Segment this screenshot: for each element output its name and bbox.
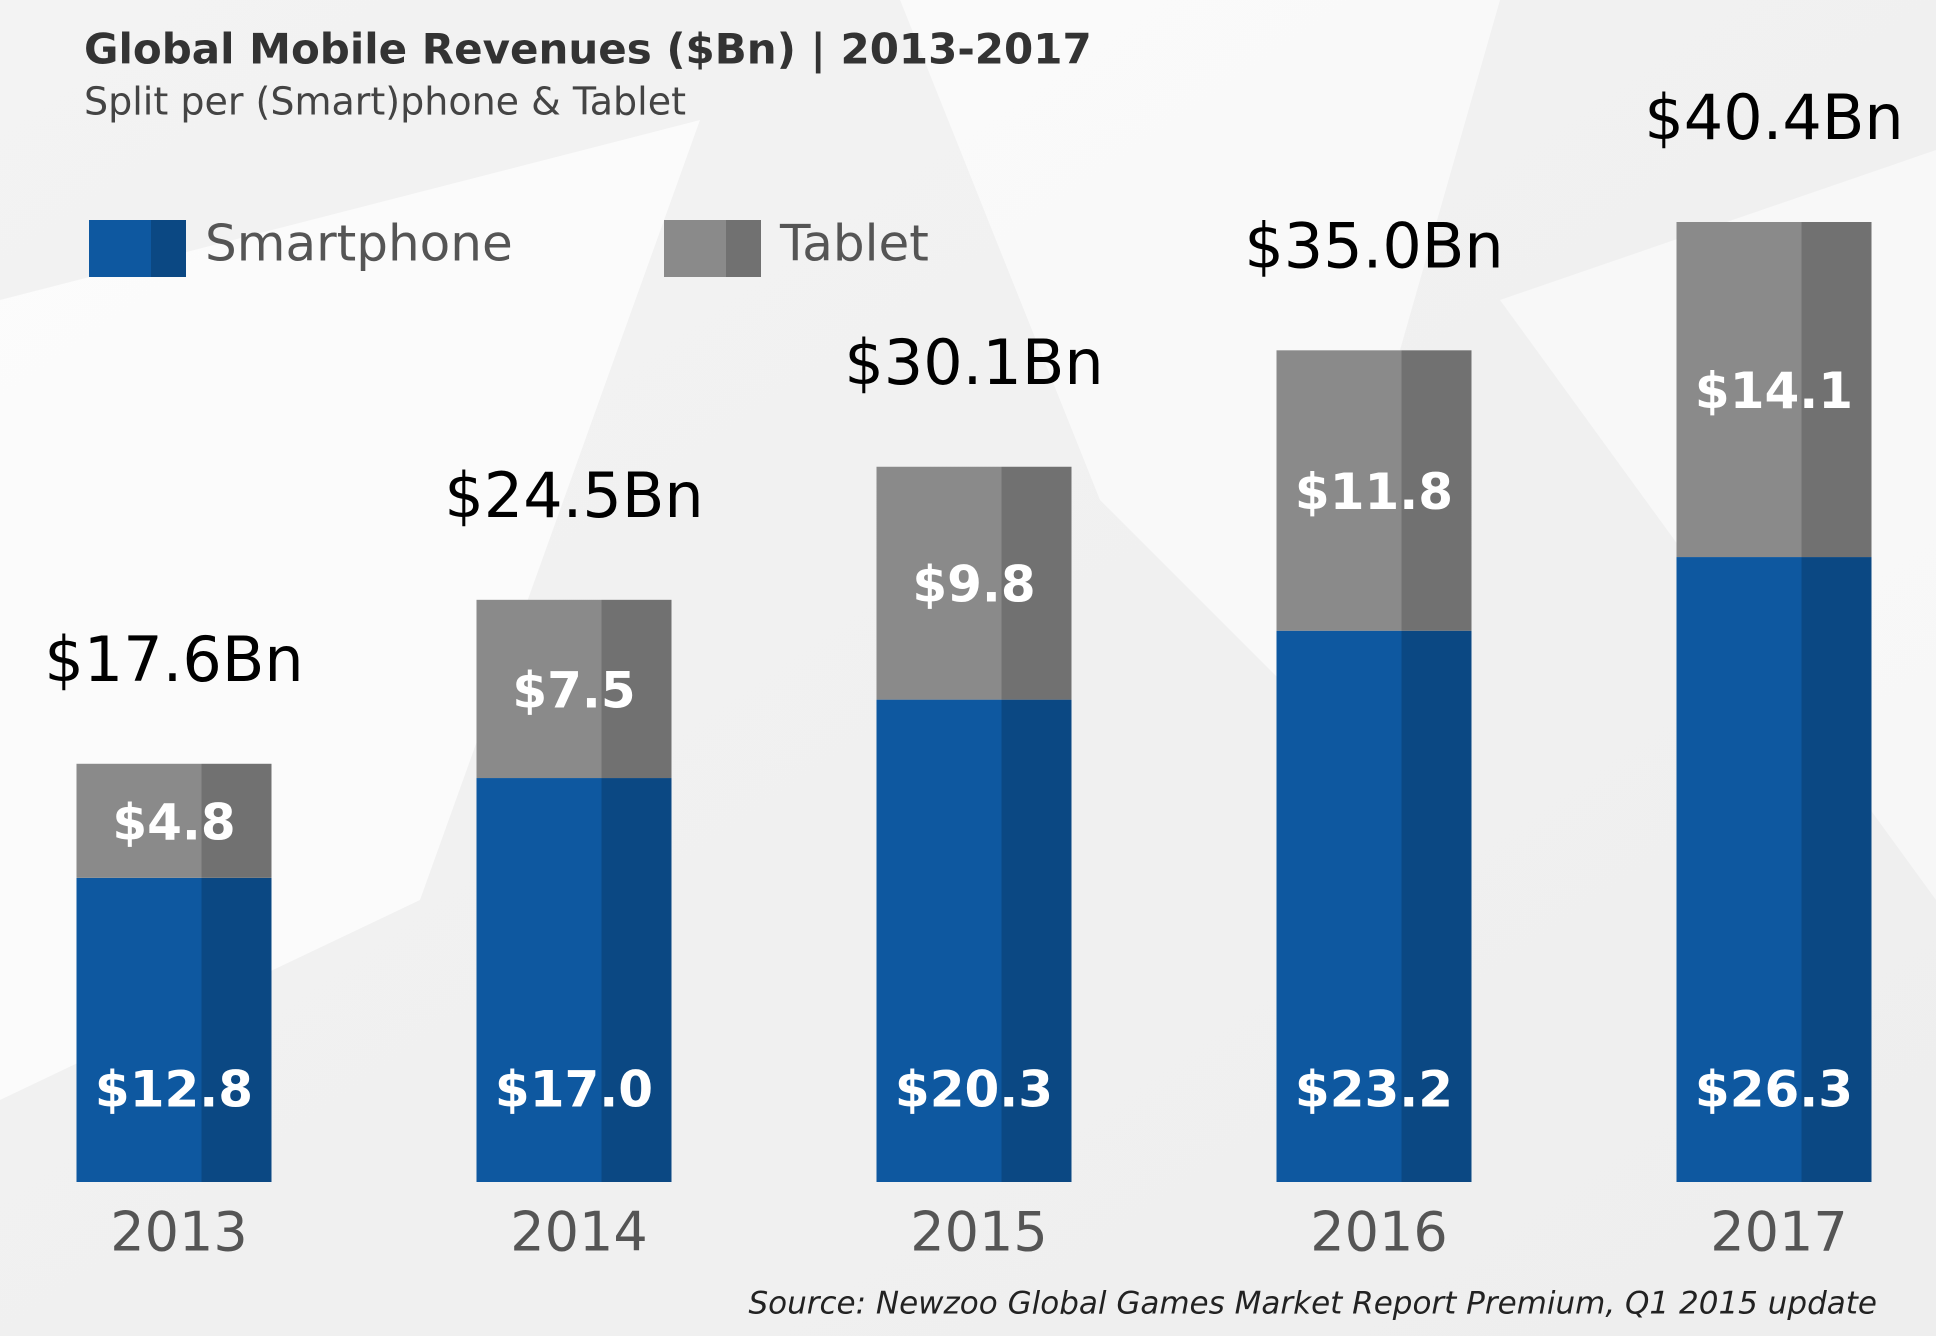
value-label: $23.2: [1295, 1061, 1453, 1119]
total-label: $40.4Bn: [1644, 81, 1903, 154]
bar-segment: [476, 778, 672, 1182]
chart-subtitle: Split per (Smart)phone & Tablet: [84, 80, 686, 124]
value-label: $26.3: [1695, 1061, 1853, 1119]
x-tick-label: 2015: [910, 1201, 1047, 1264]
bar-segment: [1276, 630, 1472, 1182]
x-tick-label: 2017: [1710, 1201, 1847, 1264]
value-label: $4.8: [112, 793, 235, 851]
bar-segment: [1276, 350, 1472, 631]
value-label: $12.8: [95, 1061, 253, 1119]
legend-swatch: [664, 220, 761, 277]
bar-segment: [76, 877, 272, 1182]
value-label: $14.1: [1695, 362, 1853, 420]
total-label: $35.0Bn: [1244, 209, 1503, 282]
legend-swatch: [89, 220, 186, 277]
bar-segment: [876, 699, 1072, 1182]
value-label: $17.0: [495, 1061, 653, 1119]
total-label: $17.6Bn: [44, 623, 303, 696]
value-label: $7.5: [512, 661, 635, 719]
total-label: $24.5Bn: [444, 459, 703, 532]
x-tick-label: 2013: [110, 1201, 247, 1264]
bar-segment: [876, 466, 1072, 700]
chart-title: Global Mobile Revenues ($Bn) | 2013-2017: [84, 25, 1092, 74]
legend-label: Smartphone: [205, 215, 513, 273]
x-tick-label: 2014: [510, 1201, 647, 1264]
bar-segment: [1676, 557, 1872, 1182]
value-label: $9.8: [912, 556, 1035, 614]
bar-segment: [476, 599, 672, 779]
x-tick-label: 2016: [1310, 1201, 1447, 1264]
value-label: $11.8: [1295, 463, 1453, 521]
value-label: $20.3: [895, 1061, 1053, 1119]
total-label: $30.1Bn: [844, 326, 1103, 399]
bar-segment: [1676, 222, 1872, 558]
source-note: Source: Newzoo Global Games Market Repor…: [748, 1286, 1877, 1322]
bar-segment: [76, 763, 272, 878]
legend-label: Tablet: [779, 215, 929, 273]
